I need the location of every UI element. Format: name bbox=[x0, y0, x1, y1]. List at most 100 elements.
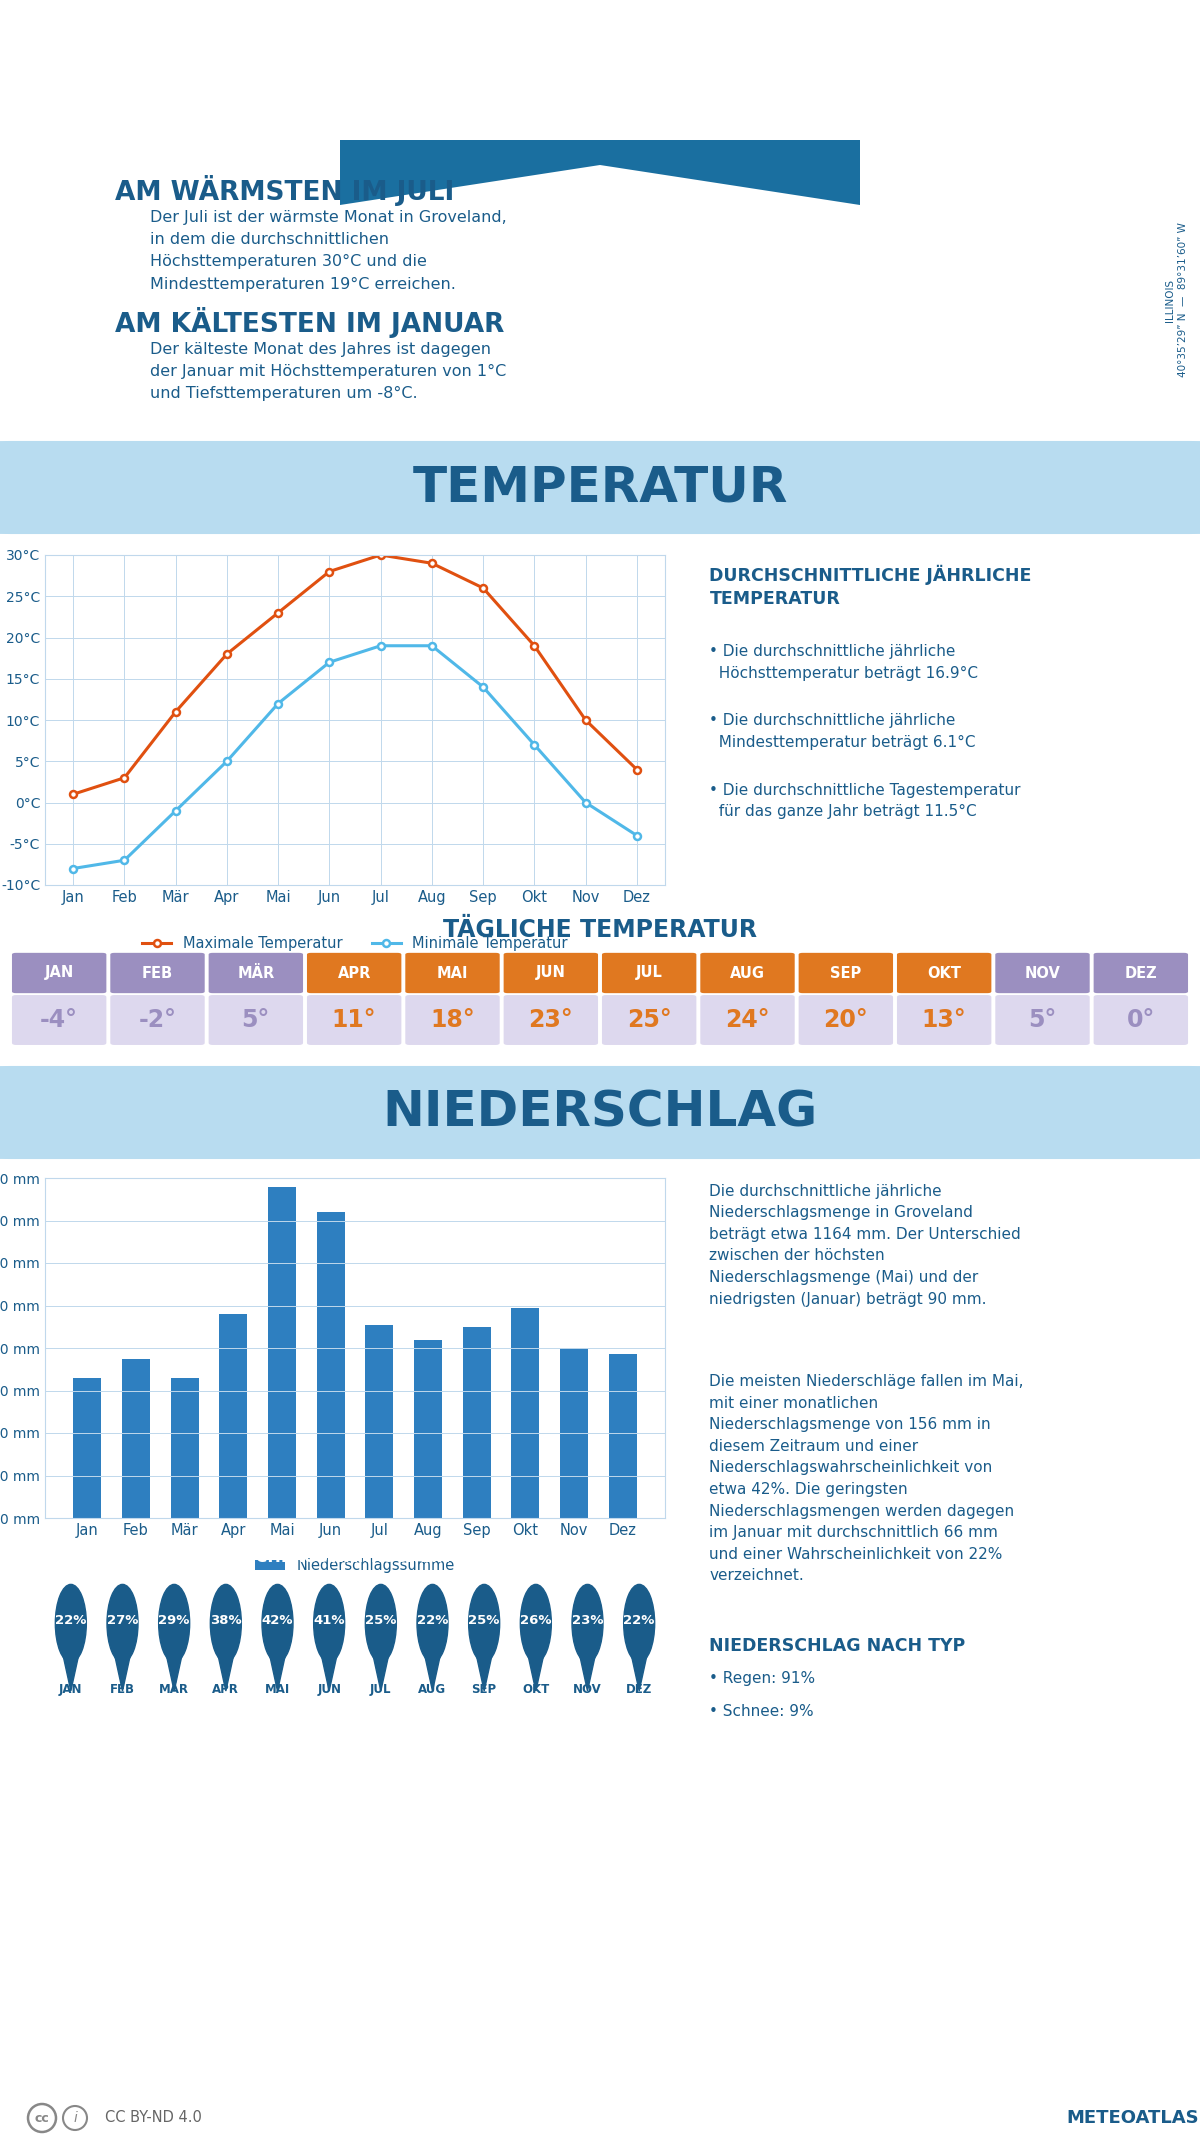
Text: Die durchschnittliche jährliche
Niederschlagsmenge in Groveland
beträgt etwa 116: Die durchschnittliche jährliche Niedersc… bbox=[709, 1183, 1021, 1308]
Text: DEZ: DEZ bbox=[626, 1684, 653, 1697]
FancyBboxPatch shape bbox=[701, 995, 794, 1044]
Polygon shape bbox=[62, 1650, 79, 1691]
Circle shape bbox=[107, 1584, 138, 1663]
Circle shape bbox=[572, 1584, 604, 1663]
Maximale Temperatur bbox=[168, 700, 182, 725]
Text: i: i bbox=[73, 2110, 77, 2125]
Text: Die meisten Niederschläge fallen im Mai,
mit einer monatlichen
Niederschlagsmeng: Die meisten Niederschläge fallen im Mai,… bbox=[709, 1374, 1024, 1584]
Text: 18°: 18° bbox=[430, 1008, 475, 1031]
FancyBboxPatch shape bbox=[799, 952, 893, 993]
Text: AM WÄRMSTEN IM JULI: AM WÄRMSTEN IM JULI bbox=[115, 175, 455, 205]
Bar bbox=[608, 1355, 637, 1517]
Maximale Temperatur bbox=[271, 599, 286, 625]
Line: Minimale Temperatur: Minimale Temperatur bbox=[70, 642, 641, 871]
Polygon shape bbox=[269, 1650, 287, 1691]
Text: APR: APR bbox=[337, 965, 371, 980]
Text: MAI: MAI bbox=[265, 1684, 290, 1697]
Circle shape bbox=[469, 1584, 499, 1663]
Text: 26%: 26% bbox=[520, 1614, 552, 1626]
Maximale Temperatur bbox=[630, 758, 644, 783]
Text: SEP: SEP bbox=[830, 965, 862, 980]
FancyBboxPatch shape bbox=[799, 995, 893, 1044]
Polygon shape bbox=[320, 1650, 338, 1691]
Text: NOV: NOV bbox=[574, 1684, 602, 1697]
Text: 20°: 20° bbox=[823, 1008, 869, 1031]
Text: JUN: JUN bbox=[317, 1684, 341, 1697]
Bar bbox=[220, 1314, 247, 1517]
Text: TÄGLICHE TEMPERATUR: TÄGLICHE TEMPERATUR bbox=[443, 918, 757, 942]
Circle shape bbox=[210, 1584, 241, 1663]
FancyBboxPatch shape bbox=[896, 952, 991, 993]
Text: 23%: 23% bbox=[571, 1614, 604, 1626]
Text: JUL: JUL bbox=[636, 965, 662, 980]
Minimale Temperatur bbox=[527, 732, 541, 758]
FancyBboxPatch shape bbox=[0, 441, 1200, 535]
Bar bbox=[170, 1378, 199, 1517]
Text: • Regen: 91%: • Regen: 91% bbox=[709, 1671, 816, 1686]
Minimale Temperatur bbox=[476, 674, 491, 700]
Text: 5°: 5° bbox=[241, 1008, 270, 1031]
Circle shape bbox=[418, 1584, 448, 1663]
FancyBboxPatch shape bbox=[995, 995, 1090, 1044]
Text: 42%: 42% bbox=[262, 1614, 293, 1626]
Text: MÄR: MÄR bbox=[238, 965, 275, 980]
Polygon shape bbox=[114, 1650, 131, 1691]
Text: JAN: JAN bbox=[59, 1684, 83, 1697]
Polygon shape bbox=[166, 1650, 182, 1691]
Text: 27%: 27% bbox=[107, 1614, 138, 1626]
FancyBboxPatch shape bbox=[1093, 952, 1188, 993]
Text: OKT: OKT bbox=[522, 1684, 550, 1697]
Polygon shape bbox=[578, 1650, 596, 1691]
Text: MAI: MAI bbox=[437, 965, 468, 980]
Text: CC BY-ND 4.0: CC BY-ND 4.0 bbox=[106, 2110, 202, 2125]
Circle shape bbox=[313, 1584, 344, 1663]
Text: -2°: -2° bbox=[138, 1008, 176, 1031]
Polygon shape bbox=[527, 1650, 545, 1691]
Text: ILLINOIS: ILLINOIS bbox=[1165, 278, 1175, 321]
FancyBboxPatch shape bbox=[602, 995, 696, 1044]
Text: 24°: 24° bbox=[725, 1008, 770, 1031]
Maximale Temperatur bbox=[66, 781, 80, 807]
Circle shape bbox=[624, 1584, 655, 1663]
Minimale Temperatur bbox=[578, 790, 593, 815]
Text: 40°35’29” N  —  89°31’60” W: 40°35’29” N — 89°31’60” W bbox=[1178, 223, 1188, 377]
Text: VEREINIGTE STAATEN VON AMERIKA: VEREINIGTE STAATEN VON AMERIKA bbox=[437, 109, 763, 126]
Minimale Temperatur bbox=[322, 648, 336, 674]
FancyBboxPatch shape bbox=[307, 995, 401, 1044]
FancyBboxPatch shape bbox=[701, 952, 794, 993]
Text: 41%: 41% bbox=[313, 1614, 344, 1626]
Text: 23°: 23° bbox=[528, 1008, 574, 1031]
FancyBboxPatch shape bbox=[504, 952, 598, 993]
Text: • Die durchschnittliche jährliche
  Höchsttemperatur beträgt 16.9°C: • Die durchschnittliche jährliche Höchst… bbox=[709, 644, 978, 681]
Text: cc: cc bbox=[35, 2112, 49, 2125]
Bar bbox=[268, 1186, 296, 1517]
Text: AUG: AUG bbox=[730, 965, 766, 980]
Text: JUL: JUL bbox=[370, 1684, 391, 1697]
Bar bbox=[414, 1340, 442, 1517]
Bar bbox=[462, 1327, 491, 1517]
Text: • Die durchschnittliche Tagestemperatur
  für das ganze Jahr beträgt 11.5°C: • Die durchschnittliche Tagestemperatur … bbox=[709, 783, 1021, 820]
FancyBboxPatch shape bbox=[307, 952, 401, 993]
Bar bbox=[511, 1308, 540, 1517]
FancyBboxPatch shape bbox=[110, 952, 205, 993]
Minimale Temperatur bbox=[425, 633, 439, 659]
Text: 29%: 29% bbox=[158, 1614, 190, 1626]
Circle shape bbox=[55, 1584, 86, 1663]
Text: 25%: 25% bbox=[365, 1614, 396, 1626]
Text: FEB: FEB bbox=[110, 1684, 134, 1697]
Maximale Temperatur bbox=[527, 633, 541, 659]
Text: Der Juli ist der wärmste Monat in Groveland,
in dem die durchschnittlichen
Höchs: Der Juli ist der wärmste Monat in Grovel… bbox=[150, 210, 506, 291]
Minimale Temperatur bbox=[168, 798, 182, 824]
FancyBboxPatch shape bbox=[209, 995, 304, 1044]
Line: Maximale Temperatur: Maximale Temperatur bbox=[70, 552, 641, 798]
Bar bbox=[317, 1211, 344, 1517]
FancyBboxPatch shape bbox=[896, 995, 991, 1044]
FancyBboxPatch shape bbox=[209, 952, 304, 993]
Bar bbox=[560, 1348, 588, 1517]
Minimale Temperatur bbox=[630, 822, 644, 847]
Text: AM KÄLTESTEN IM JANUAR: AM KÄLTESTEN IM JANUAR bbox=[115, 306, 504, 338]
FancyBboxPatch shape bbox=[406, 995, 499, 1044]
Text: NIEDERSCHLAG NACH TYP: NIEDERSCHLAG NACH TYP bbox=[709, 1637, 966, 1654]
Text: NOV: NOV bbox=[1025, 965, 1061, 980]
Maximale Temperatur bbox=[425, 550, 439, 576]
